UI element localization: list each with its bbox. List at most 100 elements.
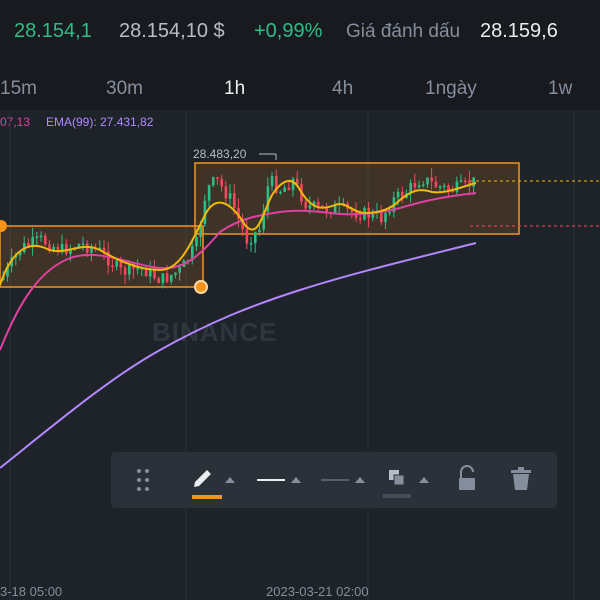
candle-body: [275, 176, 278, 193]
candle-body: [6, 266, 9, 277]
candle-body: [325, 207, 328, 213]
candle-body: [220, 178, 223, 187]
candle-body: [296, 178, 299, 184]
tab-1w[interactable]: 1w: [548, 78, 573, 99]
candle-body: [191, 246, 194, 261]
candle-body: [207, 185, 211, 201]
last-price: 28.154,1: [14, 20, 92, 42]
candle-body: [98, 247, 102, 250]
candle-body: [216, 177, 219, 179]
ema-mid-line: [0, 192, 477, 351]
candle-body: [245, 229, 249, 244]
change-percent: +0,99%: [254, 20, 323, 42]
line-thick-caret-icon: [291, 477, 301, 483]
candle-body: [304, 201, 307, 209]
candle-body: [438, 186, 442, 188]
candle-body: [174, 272, 177, 275]
candle-body: [459, 180, 463, 182]
unlock-icon[interactable]: [455, 452, 479, 508]
candle-body: [384, 212, 387, 223]
candle-body: [56, 246, 60, 253]
candle-body: [199, 224, 202, 238]
candle-body: [119, 260, 123, 268]
candle-body: [396, 191, 400, 198]
candle-body: [31, 237, 34, 246]
ema99-value: EMA(99): 27.431,82: [46, 115, 154, 129]
candle-body: [472, 177, 475, 187]
candle-body: [228, 193, 232, 199]
candle-body: [443, 185, 446, 187]
candle-body: [266, 186, 270, 212]
pencil-icon[interactable]: [189, 452, 239, 508]
candle-body: [81, 243, 85, 245]
candle-body: [359, 218, 362, 220]
drag-handle-icon[interactable]: [131, 452, 157, 508]
candle-body: [241, 218, 244, 230]
fill-color-caret-icon: [419, 477, 429, 483]
price-header: 28.154,1 28.154,10 $ +0,99% Giá đánh dấu…: [0, 0, 600, 66]
candle-body: [333, 204, 337, 215]
tab-1h[interactable]: 1h: [224, 78, 246, 99]
high-price-label: 28.483,20: [193, 147, 247, 161]
candle-body: [170, 274, 173, 282]
candle-body: [39, 235, 43, 238]
candle-body: [422, 184, 425, 187]
candle-body: [258, 229, 261, 233]
candle-body: [409, 182, 412, 194]
candle-body: [371, 212, 375, 218]
price-chart[interactable]: 28.483,20: [0, 110, 600, 600]
line-thin-icon[interactable]: [319, 452, 369, 508]
line-thick-icon[interactable]: [255, 452, 305, 508]
tab-1day[interactable]: 1ngày: [425, 78, 477, 99]
candle-body: [60, 243, 64, 253]
candle-body: [249, 243, 253, 245]
candle-body: [161, 273, 165, 284]
grid-lines: [9, 110, 575, 600]
anchor-point-left: [0, 220, 7, 232]
candle-body: [464, 180, 467, 182]
candle-body: [149, 268, 152, 277]
candle-body: [102, 247, 106, 252]
candle-body: [212, 177, 215, 186]
candle-body: [65, 243, 68, 254]
time-axis-label-2: 2023-03-21 02:00: [266, 584, 369, 599]
candle-body: [128, 263, 131, 275]
tab-4h[interactable]: 4h: [332, 78, 354, 99]
candle-body: [388, 211, 391, 214]
candle-body: [18, 252, 22, 256]
mark-price-label: Giá đánh dấu: [346, 21, 461, 42]
candle-body: [447, 185, 450, 191]
candle-body: [27, 243, 30, 246]
candle-body: [35, 236, 39, 238]
candle-body: [178, 267, 181, 273]
candle-body: [468, 180, 471, 187]
candle-body: [262, 211, 265, 230]
candle-body: [312, 201, 316, 206]
candle-body: [270, 176, 274, 187]
candle-body: [203, 200, 207, 225]
candle-body: [317, 201, 320, 206]
fill-color-icon[interactable]: [383, 452, 433, 508]
candle-body: [413, 182, 417, 188]
candle-body: [237, 207, 240, 219]
candle-body: [77, 244, 81, 249]
candle-body: [90, 248, 93, 253]
candle-body: [153, 268, 156, 279]
mark-price-value: 28.159,6: [480, 20, 558, 42]
candle-body: [233, 193, 236, 208]
candle-body: [426, 177, 429, 185]
tab-30m[interactable]: 30m: [106, 78, 143, 99]
candle-body: [52, 246, 55, 251]
candle-body: [254, 232, 257, 244]
range-box-right: [194, 162, 520, 235]
candle-body: [451, 190, 454, 192]
candle-body: [86, 243, 89, 253]
anchor-point-bottom: [194, 280, 208, 294]
ema-partial-value: 07,13: [0, 115, 31, 129]
candle-body: [350, 208, 354, 212]
candle-body: [48, 244, 51, 251]
candle-body: [283, 187, 286, 192]
trash-icon[interactable]: [509, 452, 533, 508]
tab-15m[interactable]: 15m: [0, 78, 37, 99]
candle-body: [69, 248, 72, 254]
